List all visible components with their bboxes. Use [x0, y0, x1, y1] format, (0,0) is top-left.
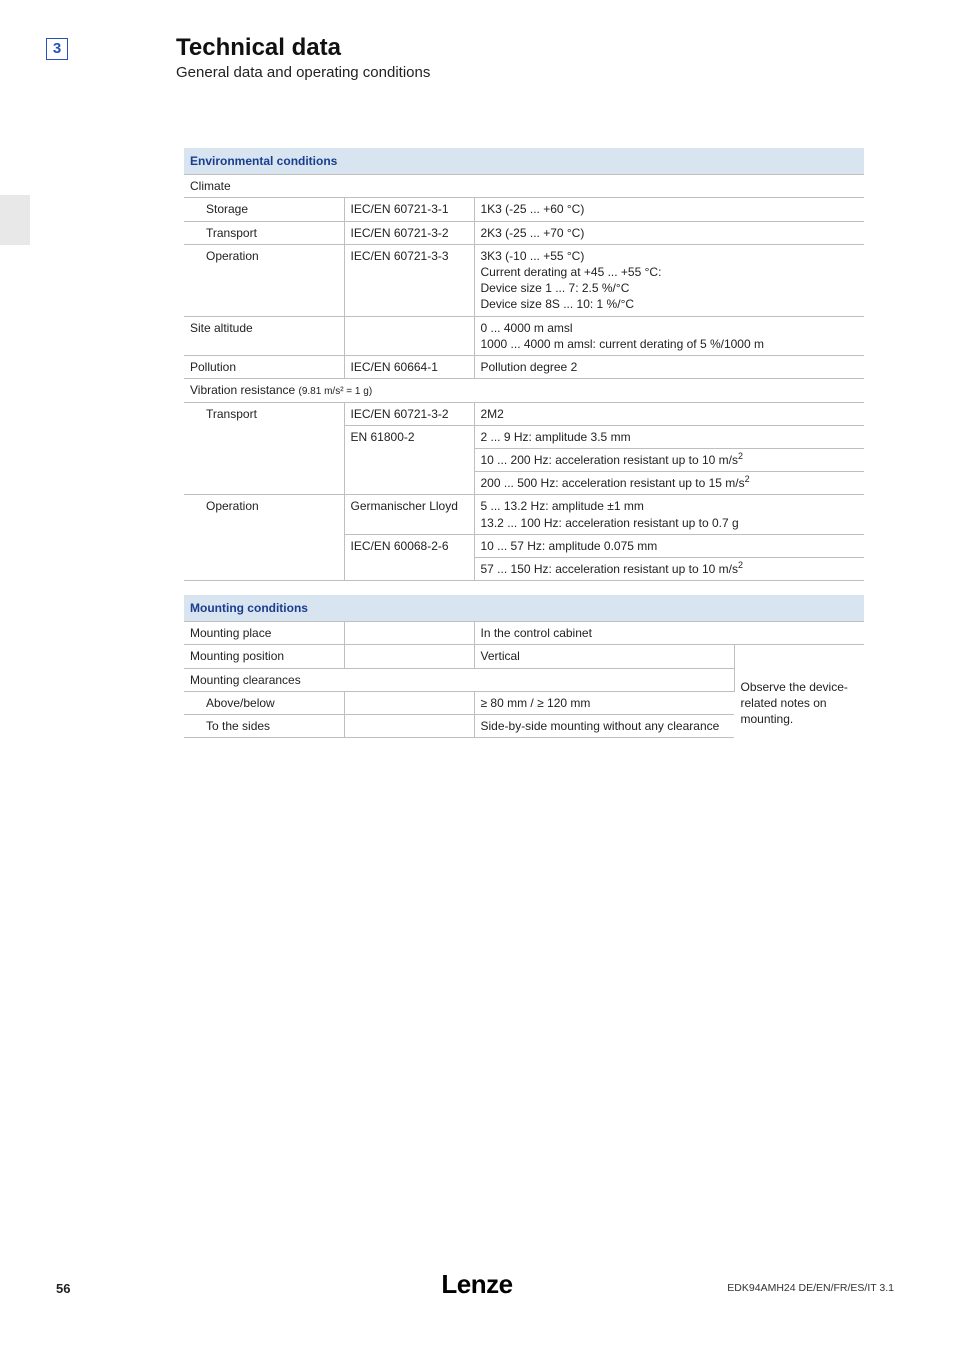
v-t-val3-text: 10 ... 200 Hz: acceleration resistant up… — [481, 453, 738, 467]
page-header: Technical data General data and operatin… — [176, 34, 430, 81]
above-below-val: ≥ 80 mm / ≥ 120 mm — [474, 691, 734, 714]
table-gap — [184, 581, 864, 595]
sides-label: To the sides — [184, 715, 344, 738]
empty-cell — [344, 691, 474, 714]
sup-2: 2 — [738, 560, 743, 570]
v-t-std2: EN 61800-2 — [344, 425, 474, 448]
transport-val: 2K3 (-25 ... +70 °C) — [474, 221, 864, 244]
empty-cell — [344, 557, 474, 580]
lenze-logo: Lenze — [441, 1269, 512, 1300]
v-op-label: Operation — [184, 495, 344, 534]
sides-val: Side-by-side mounting without any cleara… — [474, 715, 734, 738]
v-op-val3: 57 ... 150 Hz: acceleration resistant up… — [474, 557, 864, 580]
mount-position-val: Vertical — [474, 645, 734, 668]
mount-heading: Mounting conditions — [184, 595, 864, 622]
empty-cell — [344, 645, 474, 668]
pollution-label: Pollution — [184, 355, 344, 378]
climate-label: Climate — [184, 175, 864, 198]
v-op-val1-l1: 5 ... 13.2 Hz: amplitude ±1 mm — [481, 499, 644, 513]
page-number: 56 — [56, 1281, 70, 1296]
empty-cell — [184, 448, 344, 471]
empty-cell — [184, 425, 344, 448]
empty-cell — [184, 534, 344, 557]
operation-label: Operation — [184, 244, 344, 316]
mount-clearances-label: Mounting clearances — [184, 668, 734, 691]
v-op-val1: 5 ... 13.2 Hz: amplitude ±1 mm 13.2 ... … — [474, 495, 864, 534]
op-l4: Device size 8S ... 10: 1 %/°C — [481, 297, 635, 311]
operation-val: 3K3 (-10 ... +55 °C) Current derating at… — [474, 244, 864, 316]
op-l1: 3K3 (-10 ... +55 °C) — [481, 249, 585, 263]
op-l2: Current derating at +45 ... +55 °C: — [481, 265, 662, 279]
sa-l1: 0 ... 4000 m amsl — [481, 321, 573, 335]
pollution-std: IEC/EN 60664-1 — [344, 355, 474, 378]
above-below-label: Above/below — [184, 691, 344, 714]
sup-2: 2 — [738, 451, 743, 461]
mount-place-val: In the control cabinet — [474, 622, 864, 645]
site-altitude-label: Site altitude — [184, 316, 344, 355]
mount-position-label: Mounting position — [184, 645, 344, 668]
transport-label: Transport — [184, 221, 344, 244]
v-op-val3-text: 57 ... 150 Hz: acceleration resistant up… — [481, 562, 738, 576]
empty-cell — [344, 472, 474, 495]
v-t-val1: 2M2 — [474, 402, 864, 425]
operation-std: IEC/EN 60721-3-3 — [344, 244, 474, 316]
vibration-text: Vibration resistance — [190, 383, 299, 397]
empty-cell — [344, 715, 474, 738]
environmental-conditions-table: Environmental conditions Climate Storage… — [184, 148, 864, 581]
v-t-val3: 10 ... 200 Hz: acceleration resistant up… — [474, 448, 864, 471]
v-t-val4-text: 200 ... 500 Hz: acceleration resistant u… — [481, 476, 745, 490]
vibration-label: Vibration resistance (9.81 m/s² = 1 g) — [184, 379, 864, 403]
sa-l2: 1000 ... 4000 m amsl: current derating o… — [481, 337, 765, 351]
v-t-std1: IEC/EN 60721-3-2 — [344, 402, 474, 425]
side-tab — [0, 195, 30, 245]
mount-note: Observe the device-related notes on moun… — [734, 668, 864, 738]
chapter-number-box: 3 — [46, 38, 68, 60]
storage-std: IEC/EN 60721-3-1 — [344, 198, 474, 221]
sup-2: 2 — [745, 474, 750, 484]
storage-val: 1K3 (-25 ... +60 °C) — [474, 198, 864, 221]
page-subtitle: General data and operating conditions — [176, 64, 430, 81]
empty-cell — [184, 557, 344, 580]
document-id: EDK94AMH24 DE/EN/FR/ES/IT 3.1 — [727, 1282, 894, 1294]
transport-std: IEC/EN 60721-3-2 — [344, 221, 474, 244]
mounting-conditions-table: Mounting conditions Mounting place In th… — [184, 595, 864, 738]
empty-cell — [344, 448, 474, 471]
v-op-val2: 10 ... 57 Hz: amplitude 0.075 mm — [474, 534, 864, 557]
v-op-std1: Germanischer Lloyd — [344, 495, 474, 534]
empty-cell — [344, 316, 474, 355]
v-transport-label: Transport — [184, 402, 344, 425]
op-l3: Device size 1 ... 7: 2.5 %/°C — [481, 281, 630, 295]
env-heading: Environmental conditions — [184, 148, 864, 175]
empty-cell — [344, 622, 474, 645]
pollution-val: Pollution degree 2 — [474, 355, 864, 378]
storage-label: Storage — [184, 198, 344, 221]
v-t-val2: 2 ... 9 Hz: amplitude 3.5 mm — [474, 425, 864, 448]
vibration-note: (9.81 m/s² = 1 g) — [299, 386, 373, 397]
content-area: Environmental conditions Climate Storage… — [184, 148, 864, 738]
mount-place-label: Mounting place — [184, 622, 344, 645]
site-altitude-val: 0 ... 4000 m amsl 1000 ... 4000 m amsl: … — [474, 316, 864, 355]
v-t-val4: 200 ... 500 Hz: acceleration resistant u… — [474, 472, 864, 495]
page-title: Technical data — [176, 34, 430, 62]
empty-cell — [734, 645, 864, 668]
empty-cell — [184, 472, 344, 495]
v-op-std2: IEC/EN 60068-2-6 — [344, 534, 474, 557]
v-op-val1-l2: 13.2 ... 100 Hz: acceleration resistant … — [481, 516, 739, 530]
